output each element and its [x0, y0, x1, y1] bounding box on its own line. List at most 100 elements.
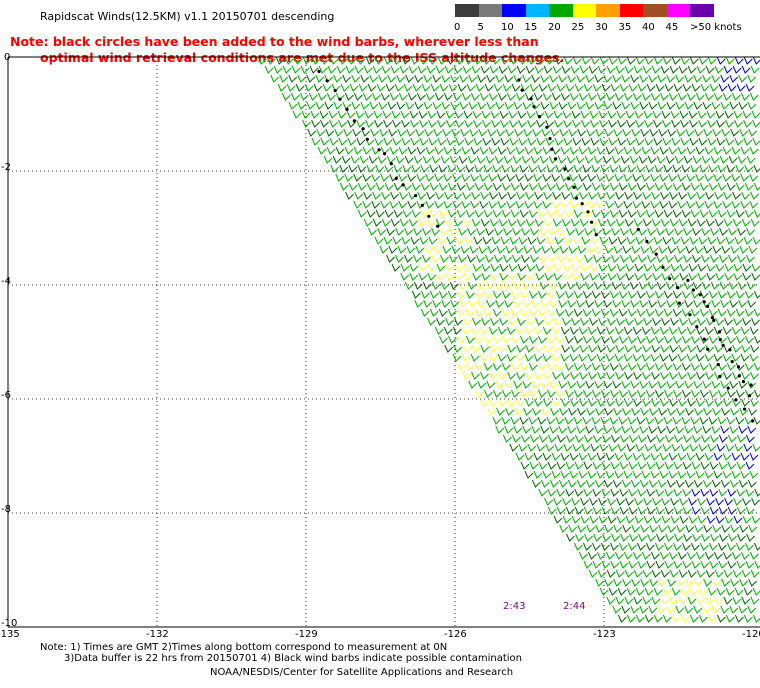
wind-barb: [695, 92, 705, 101]
wind-barb: [677, 173, 687, 182]
wind-barb: [452, 92, 462, 101]
wind-barb: [706, 263, 716, 272]
wind-barb: [302, 119, 311, 128]
wind-barb: [674, 533, 683, 542]
wind-barb: [688, 272, 698, 281]
wind-barb: [646, 389, 655, 398]
wind-barb: [615, 218, 625, 227]
wind-barb: [660, 398, 669, 407]
wind-barb: [601, 560, 611, 569]
wind-barb: [507, 371, 516, 380]
wind-barb: [408, 65, 418, 74]
wind-barb: [637, 506, 647, 515]
wind-barb: [579, 218, 589, 227]
wind-barb: [589, 515, 599, 524]
wind-barb: [543, 344, 553, 353]
wind-barb: [491, 137, 501, 146]
wind-barb: [386, 254, 395, 263]
wind-barb: [735, 209, 745, 218]
wind-barb: [452, 173, 462, 182]
wind-barb: [349, 83, 359, 92]
wind-barb: [588, 344, 598, 353]
wind-barb: [520, 83, 530, 92]
wind-barb: [615, 65, 625, 74]
wind-barb: [458, 254, 467, 263]
wind-barb: [481, 272, 491, 281]
wind-barb: [627, 542, 637, 551]
wind-barb: [620, 227, 629, 236]
wind-barb: [347, 119, 356, 128]
wind-barb: [578, 173, 588, 182]
wind-barb: [686, 353, 696, 362]
wind-barb: [602, 281, 612, 290]
wind-barb: [652, 515, 662, 524]
wind-barb: [654, 182, 664, 191]
wind-barb: [325, 128, 335, 137]
wind-barb: [306, 101, 316, 110]
wind-barb: [646, 434, 656, 443]
wind-barb: [624, 398, 633, 407]
wind-barbs-layer: [257, 56, 760, 623]
contamination-marker: [668, 277, 672, 281]
wind-barb: [385, 83, 395, 92]
wind-barb: [565, 83, 575, 92]
wind-barb: [284, 56, 294, 65]
wind-barb: [543, 371, 552, 380]
wind-barb: [551, 452, 561, 461]
wind-barb: [728, 533, 737, 542]
wind-barb: [582, 182, 592, 191]
wind-barb: [669, 65, 679, 74]
wind-barb: [721, 128, 731, 137]
wind-barb: [674, 281, 684, 290]
wind-barb: [618, 362, 628, 371]
wind-barb: [728, 281, 738, 290]
wind-barb: [524, 353, 534, 362]
wind-barb: [387, 74, 397, 83]
wind-barb: [679, 497, 688, 506]
wind-barb: [623, 353, 633, 362]
wind-barb: [468, 74, 478, 83]
wind-barb: [665, 155, 675, 164]
wind-barb: [740, 200, 750, 209]
wind-barb: [752, 587, 760, 596]
wind-barb: [452, 353, 462, 362]
wind-barb: [578, 353, 588, 362]
wind-barb: [486, 299, 496, 308]
wind-barb: [660, 344, 670, 353]
wind-barb: [415, 245, 425, 254]
wind-barb: [730, 128, 740, 137]
wind-barb: [549, 101, 559, 110]
wind-barb: [527, 137, 537, 146]
contamination-marker: [721, 343, 725, 347]
wind-barb: [498, 371, 507, 380]
wind-barb: [528, 308, 538, 317]
wind-barb: [731, 452, 741, 461]
wind-barb: [402, 209, 412, 218]
wind-barb: [560, 470, 570, 479]
wind-barb: [419, 236, 429, 245]
wind-barb: [629, 254, 638, 263]
wind-barb: [554, 443, 564, 452]
wind-barb: [482, 119, 491, 128]
wind-barb: [590, 119, 599, 128]
wind-barb: [730, 245, 740, 254]
wind-barb: [379, 245, 389, 254]
contamination-marker: [645, 239, 649, 244]
wind-barb: [497, 326, 507, 335]
wind-barb: [538, 83, 548, 92]
wind-barb: [690, 209, 700, 218]
wind-barb: [429, 290, 439, 299]
wind-barb: [429, 308, 439, 317]
wind-barb: [543, 65, 553, 74]
wind-barb: [665, 533, 674, 542]
contamination-marker: [726, 386, 730, 390]
wind-barb: [467, 227, 476, 236]
wind-barb: [616, 110, 626, 119]
wind-barb: [607, 272, 617, 281]
wind-barb: [716, 587, 726, 596]
wind-barb: [718, 461, 728, 470]
wind-barb: [530, 281, 540, 290]
wind-barb: [591, 416, 601, 425]
wind-barb: [601, 83, 611, 92]
wind-barb: [360, 74, 370, 83]
